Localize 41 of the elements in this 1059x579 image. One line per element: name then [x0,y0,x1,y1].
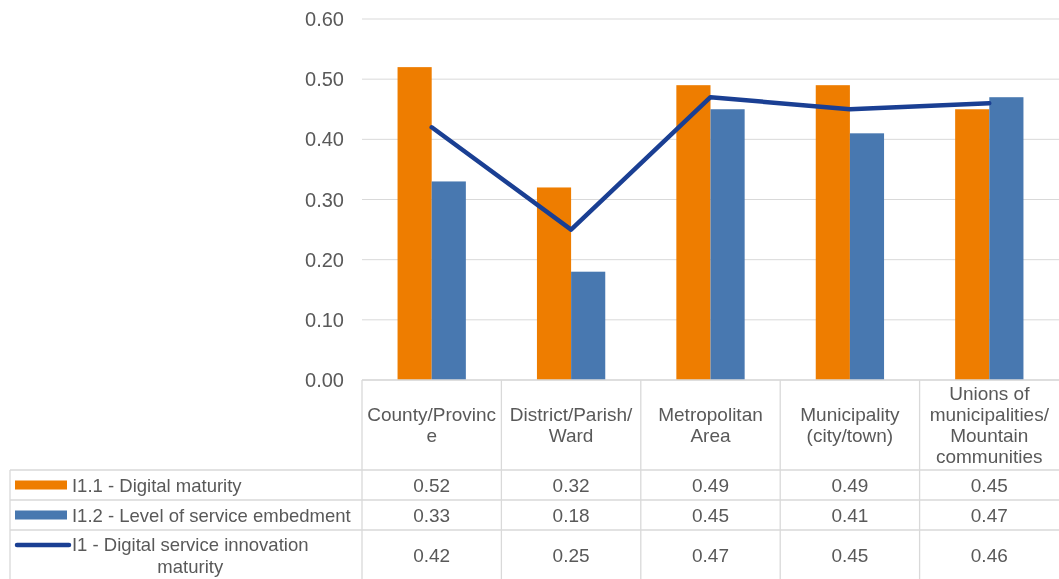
bar [849,133,885,380]
bar [676,85,711,380]
y-tick-label: 0.60 [305,8,344,30]
x-tick-label: Unions of municipalities/ Mountain communities [929,383,1050,467]
data-label: 0.33 [413,504,451,526]
data-label: 0.25 [552,544,590,566]
x-tick-label: County/Province [367,404,497,446]
y-tick-label: 0.00 [305,369,344,391]
bar [815,85,850,380]
bar [397,67,432,380]
x-tick-label: Municipality (city/town) [800,404,901,446]
x-tick-label: District/Parish/ Ward [509,404,634,446]
y-tick-label: 0.40 [305,128,344,151]
y-tick-label: 0.20 [305,248,344,271]
bar [536,187,572,380]
data-label: 0.45 [692,504,729,526]
bar [955,109,990,380]
data-label: 0.32 [552,474,590,496]
data-label: 0.49 [692,474,729,496]
data-label: 0.45 [970,474,1008,496]
bar [989,97,1024,380]
bar [431,181,466,380]
data-label: 0.46 [970,544,1008,566]
legend-label: I1 - Digital service innovation maturity [72,533,309,577]
legend-label: I1.2 - Level of service embedment [72,504,351,526]
line-series [429,94,992,232]
data-label: 0.42 [413,544,451,566]
bar [710,109,745,380]
data-label: 0.52 [413,474,451,496]
bar [571,271,606,380]
data-label: 0.18 [552,504,590,526]
x-tick-label: Metropolitan Area [658,404,763,446]
y-tick-label: 0.50 [305,68,344,91]
data-label: 0.49 [831,474,869,496]
y-tick-label: 0.30 [305,188,344,211]
data-label: 0.47 [692,544,729,566]
data-label: 0.45 [831,544,869,566]
y-tick-label: 0.10 [305,308,344,331]
data-label: 0.47 [970,504,1008,526]
data-label: 0.41 [831,504,869,526]
legend-label: I1.1 - Digital maturity [72,474,243,496]
